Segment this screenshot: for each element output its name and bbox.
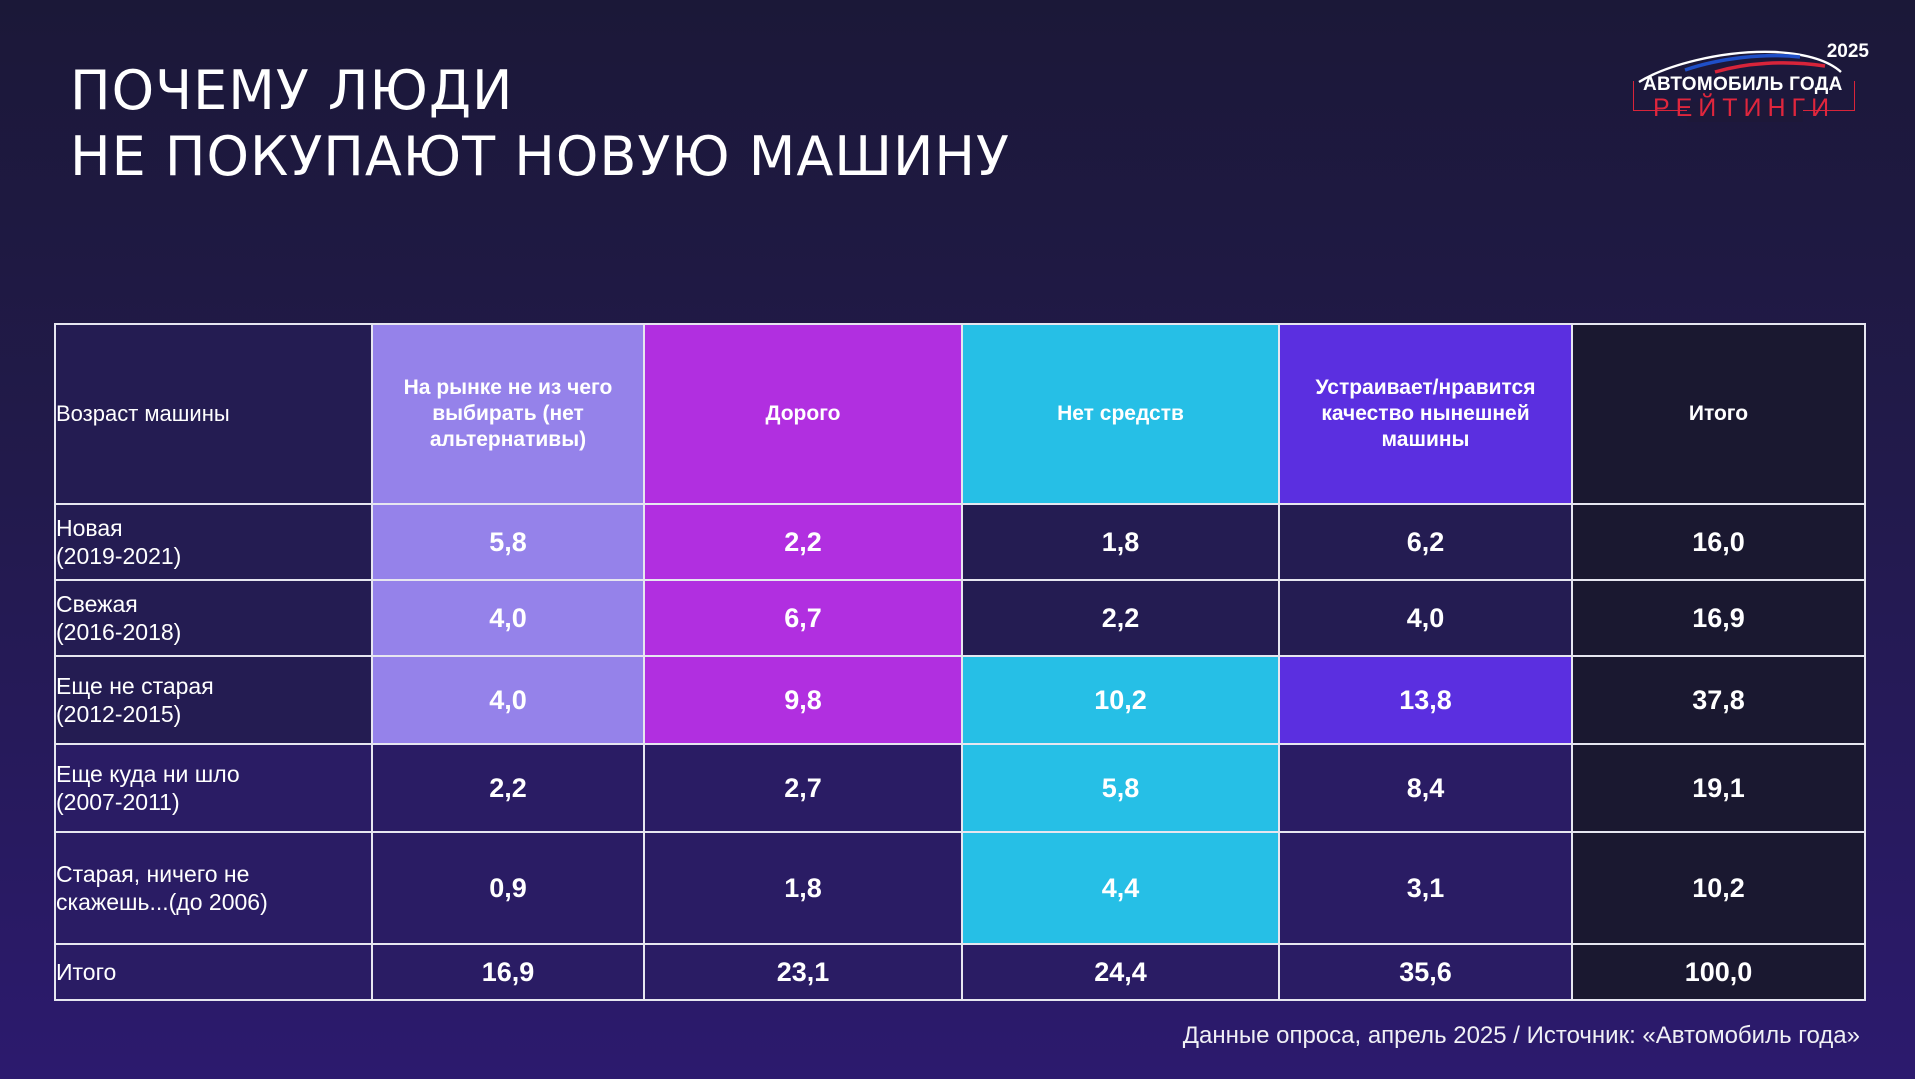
cell-total: 19,1 [1571, 743, 1866, 833]
header-age: Возраст машины [54, 323, 373, 505]
cell-no-funds: 2,2 [961, 579, 1280, 657]
cell-total: 10,2 [1571, 831, 1866, 945]
cell-satisfied: 8,4 [1278, 743, 1573, 833]
row-label-line-2: (2019-2021) [56, 543, 182, 569]
total-no-alternative: 16,9 [371, 943, 645, 1001]
cell-expensive: 2,2 [643, 503, 963, 581]
cell-no-alternative: 4,0 [371, 579, 645, 657]
logo-year: 2025 [1826, 41, 1869, 62]
cell-no-funds: 5,8 [961, 743, 1280, 833]
row-label: Старая, ничего не скажешь...(до 2006) [54, 831, 373, 945]
cell-satisfied: 13,8 [1278, 655, 1573, 745]
cell-satisfied: 6,2 [1278, 503, 1573, 581]
row-label: Свежая (2016-2018) [54, 579, 373, 657]
survey-table: Возраст машины На рынке не из чего выбир… [54, 323, 1866, 1001]
row-label: Новая (2019-2021) [54, 503, 373, 581]
header-total: Итого [1571, 323, 1866, 505]
cell-satisfied: 4,0 [1278, 579, 1573, 657]
cell-no-alternative: 4,0 [371, 655, 645, 745]
table-row: Еще не старая (2012-2015) 4,0 9,8 10,2 1… [54, 655, 1866, 745]
cell-expensive: 6,7 [643, 579, 963, 657]
cell-no-alternative: 0,9 [371, 831, 645, 945]
table-row: Свежая (2016-2018) 4,0 6,7 2,2 4,0 16,9 [54, 579, 1866, 657]
total-no-funds: 24,4 [961, 943, 1280, 1001]
table-row: Еще куда ни шло (2007-2011) 2,2 2,7 5,8 … [54, 743, 1866, 833]
logo-subtitle-backdrop [1687, 102, 1803, 122]
grand-total: 100,0 [1571, 943, 1866, 1001]
header-expensive: Дорого [643, 323, 963, 505]
row-label: Еще не старая (2012-2015) [54, 655, 373, 745]
cell-expensive: 1,8 [643, 831, 963, 945]
row-label-line-2: (2016-2018) [56, 619, 182, 645]
row-label-line-2: (2007-2011) [56, 789, 180, 815]
total-expensive: 23,1 [643, 943, 963, 1001]
source-footnote: Данные опроса, апрель 2025 / Источник: «… [1182, 1022, 1860, 1049]
row-label-line-1: Свежая [56, 591, 138, 617]
header-satisfied: Устраивает/нравится качество нынешней ма… [1278, 323, 1573, 505]
logo-title: АВТОМОБИЛЬ ГОДА [1643, 74, 1843, 95]
row-label-line-1: Еще не старая [56, 673, 214, 699]
row-label-line-2: (2012-2015) [56, 701, 182, 727]
header-no-alternative: На рынке не из чего выбирать (нет альтер… [371, 323, 645, 505]
car-silhouette-icon [1638, 50, 1842, 84]
logo-subtitle: РЕЙТИНГИ [1652, 94, 1836, 122]
cell-satisfied: 3,1 [1278, 831, 1573, 945]
cell-expensive: 9,8 [643, 655, 963, 745]
cell-no-alternative: 2,2 [371, 743, 645, 833]
row-label-line-1: Еще куда ни шло [56, 761, 240, 787]
row-label: Еще куда ни шло (2007-2011) [54, 743, 373, 833]
page-title: ПОЧЕМУ ЛЮДИ НЕ ПОКУПАЮТ НОВУЮ МАШИНУ [70, 58, 1010, 190]
cell-total: 16,0 [1571, 503, 1866, 581]
cell-total: 16,9 [1571, 579, 1866, 657]
row-label-line-1: Новая [56, 515, 123, 541]
total-row-label: Итого [54, 943, 373, 1001]
header-row: Возраст машины На рынке не из чего выбир… [54, 323, 1866, 505]
cell-no-funds: 4,4 [961, 831, 1280, 945]
row-label-line-2: скажешь...(до 2006) [56, 889, 268, 915]
cell-no-alternative: 5,8 [371, 503, 645, 581]
row-label-line-1: Старая, ничего не [56, 861, 250, 887]
brand-logo: 2025 АВТОМОБИЛЬ ГОДА РЕЙТИНГИ [1625, 36, 1875, 132]
title-line-1: ПОЧЕМУ ЛЮДИ [70, 59, 514, 122]
total-row: Итого 16,9 23,1 24,4 35,6 100,0 [54, 943, 1866, 1001]
cell-total: 37,8 [1571, 655, 1866, 745]
total-satisfied: 35,6 [1278, 943, 1573, 1001]
cell-no-funds: 10,2 [961, 655, 1280, 745]
cell-no-funds: 1,8 [961, 503, 1280, 581]
table-row: Старая, ничего не скажешь...(до 2006) 0,… [54, 831, 1866, 945]
cell-expensive: 2,7 [643, 743, 963, 833]
table-row: Новая (2019-2021) 5,8 2,2 1,8 6,2 16,0 [54, 503, 1866, 581]
title-line-2: НЕ ПОКУПАЮТ НОВУЮ МАШИНУ [70, 125, 1010, 188]
header-no-funds: Нет средств [961, 323, 1280, 505]
